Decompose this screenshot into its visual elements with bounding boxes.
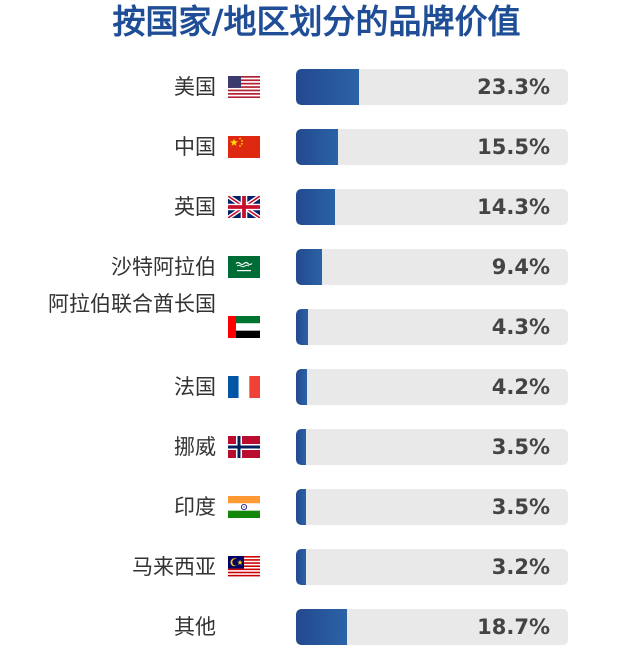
- china-flag-icon: [228, 136, 260, 158]
- bar-track: 4.2%: [296, 369, 568, 405]
- value-label: 4.3%: [491, 315, 550, 339]
- category-label: 英国: [174, 195, 216, 219]
- category-label: 挪威: [174, 435, 216, 459]
- value-label: 3.5%: [491, 435, 550, 459]
- bar-track: 3.2%: [296, 549, 568, 585]
- bar-row: 其他 18.7%: [0, 597, 633, 657]
- bar-row: 阿拉伯联合酋长国 4.3%: [0, 292, 633, 357]
- bar-row: 英国 14.3%: [0, 177, 633, 237]
- bar-row: 马来西亚 3.2%: [0, 537, 633, 597]
- france-flag-icon: [228, 376, 260, 398]
- value-label: 15.5%: [477, 135, 550, 159]
- category-label: 美国: [174, 75, 216, 99]
- uae-flag-icon: [228, 316, 260, 338]
- uk-flag-icon: [228, 196, 260, 218]
- us-flag-icon: [228, 76, 260, 98]
- bar-track: 23.3%: [296, 69, 568, 105]
- value-label: 3.2%: [491, 555, 550, 579]
- bar: [296, 549, 306, 585]
- value-label: 14.3%: [477, 195, 550, 219]
- bar-track: 9.4%: [296, 249, 568, 285]
- category-label: 其他: [174, 615, 216, 639]
- bar-track: 3.5%: [296, 429, 568, 465]
- saudi-flag-icon: [228, 256, 260, 278]
- bar-row: 印度 3.5%: [0, 477, 633, 537]
- bar: [296, 189, 335, 225]
- bar-track: 14.3%: [296, 189, 568, 225]
- value-label: 18.7%: [477, 615, 550, 639]
- norway-flag-icon: [228, 436, 260, 458]
- bar: [296, 489, 306, 525]
- bar: [296, 69, 360, 105]
- bar-track: 4.3%: [296, 309, 568, 345]
- india-flag-icon: [228, 496, 260, 518]
- bar: [296, 609, 347, 645]
- category-label: 阿拉伯联合酋长国: [48, 292, 216, 316]
- category-label: 印度: [174, 495, 216, 519]
- bar-track: 18.7%: [296, 609, 568, 645]
- bar-track: 15.5%: [296, 129, 568, 165]
- category-label: 马来西亚: [132, 555, 216, 579]
- bar: [296, 369, 308, 405]
- bar: [296, 249, 322, 285]
- bar-row: 挪威 3.5%: [0, 417, 633, 477]
- value-label: 3.5%: [491, 495, 550, 519]
- value-label: 4.2%: [491, 375, 550, 399]
- category-label: 中国: [174, 135, 216, 159]
- bar-track: 3.5%: [296, 489, 568, 525]
- bar: [296, 129, 339, 165]
- bar: [296, 309, 308, 345]
- bar-row: 法国 4.2%: [0, 357, 633, 417]
- category-label: 法国: [174, 375, 216, 399]
- malaysia-flag-icon: [228, 556, 260, 578]
- chart-title: 按国家/地区划分的品牌价值: [112, 2, 521, 41]
- bar: [296, 429, 306, 465]
- value-label: 23.3%: [477, 75, 550, 99]
- bar-row: 沙特阿拉伯 9.4%: [0, 237, 633, 297]
- category-label: 沙特阿拉伯: [111, 255, 216, 279]
- bar-row: 美国 23.3%: [0, 57, 633, 117]
- bar-row: 中国 15.5%: [0, 117, 633, 177]
- value-label: 9.4%: [491, 255, 550, 279]
